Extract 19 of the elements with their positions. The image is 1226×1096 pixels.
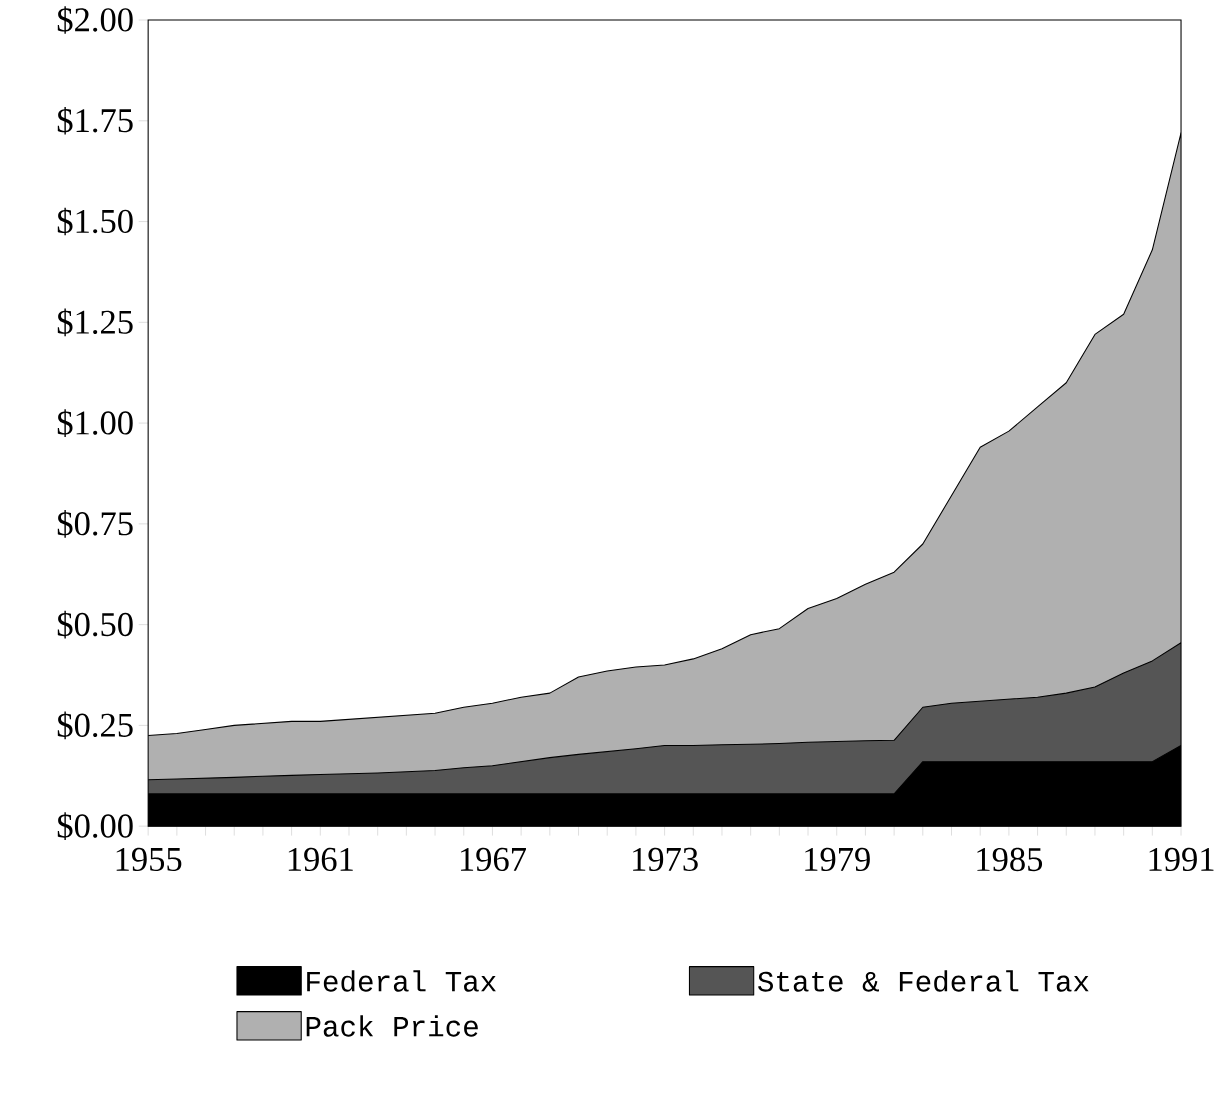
x-tick-label: 1973 — [633, 847, 698, 872]
y-tick-label: $1.00 — [57, 409, 133, 437]
y-tick-label: $0.00 — [57, 812, 133, 840]
legend-label: Federal Tax — [307, 970, 496, 992]
y-tick-label: $1.50 — [57, 207, 133, 236]
legend-label: State & Federal Tax — [758, 970, 1089, 992]
x-tick-label: 1961 — [288, 847, 353, 872]
x-tick-label: 1979 — [805, 847, 870, 872]
y-tick-label: $0.50 — [57, 610, 133, 639]
y-tick-label: $1.25 — [57, 308, 133, 337]
y-tick-label: $0.75 — [57, 510, 133, 538]
y-tick-label: $1.75 — [57, 106, 133, 135]
x-tick-label: 1967 — [460, 847, 526, 872]
x-tick-label: 1955 — [116, 847, 182, 872]
legend-label: Pack Price — [306, 1015, 478, 1037]
x-tick-label: 1991 — [1149, 847, 1214, 872]
x-tick-label: 1985 — [977, 847, 1043, 872]
y-tick-label: $0.25 — [57, 711, 133, 740]
y-tick-label: $2.00 — [57, 6, 133, 34]
